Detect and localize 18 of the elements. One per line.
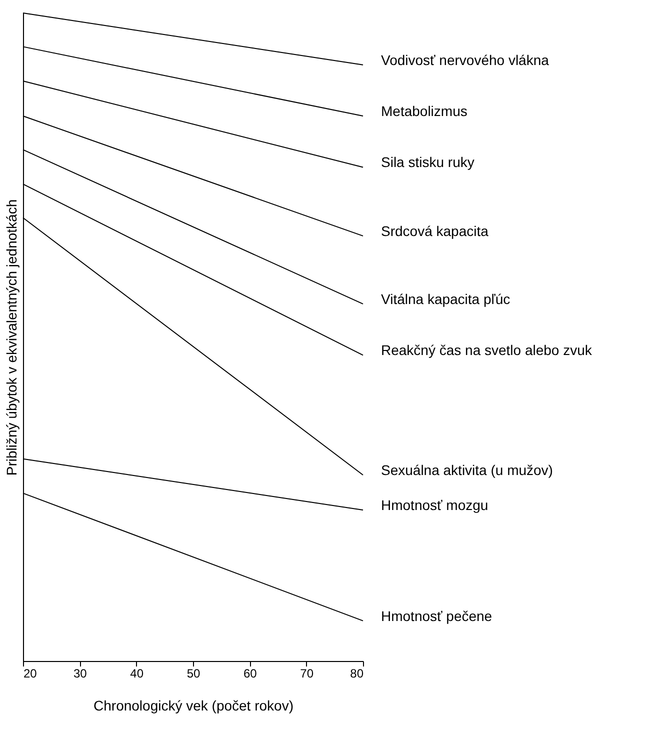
series-label: Metabolizmus (381, 103, 468, 120)
x-tick-label: 40 (130, 666, 144, 680)
x-tick-label: 60 (243, 666, 258, 680)
y-axis-title: Približný úbytok v ekvivalentných jednotkách (4, 199, 20, 476)
x-tick-label: 80 (350, 666, 364, 680)
series-label: Hmotnosť pečene (381, 608, 492, 624)
series-label: Vitálna kapacita pľúc (381, 290, 510, 307)
series-label: Sila stisku ruky (381, 154, 474, 170)
series-label: Hmotnosť mozgu (381, 497, 488, 514)
x-axis-title: Chronologický vek (počet rokov) (94, 698, 294, 714)
series-label: Srdcová kapacita (381, 222, 489, 239)
x-tick-label: 20 (24, 666, 38, 680)
x-tick-label: 30 (73, 666, 88, 680)
series-label: Sexuálna aktivita (u mužov) (381, 462, 553, 478)
x-tick-label: 50 (186, 666, 200, 680)
series-label: Reakčný čas na svetlo alebo zvuk (381, 342, 593, 358)
x-tick-label: 70 (300, 666, 314, 680)
series-label: Vodivosť nervového vlákna (381, 52, 550, 68)
